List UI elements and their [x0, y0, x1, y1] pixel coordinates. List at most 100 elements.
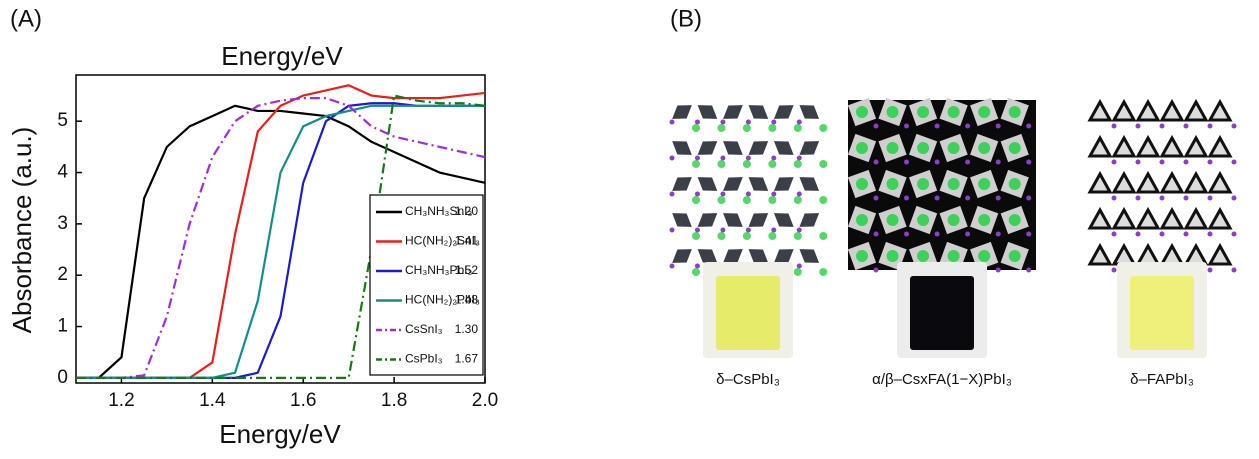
crystal-atom: [995, 267, 1001, 273]
crystal-motif: [773, 249, 794, 263]
crystal-atom: [669, 227, 675, 233]
crystal-atom: [1026, 267, 1032, 273]
crystal-atom: [1026, 231, 1032, 237]
crystal-motif: [773, 213, 794, 227]
crystal-motif: [773, 105, 794, 119]
crystal-motif: [1135, 98, 1161, 122]
crystal-motif: [799, 141, 820, 155]
crystal-atom: [1159, 231, 1165, 237]
x-tick-label: 2.0: [472, 390, 498, 411]
crystal-atom: [742, 232, 751, 240]
crystal-atom: [1231, 195, 1237, 201]
crystal-atom: [771, 191, 777, 197]
crystal-atom: [856, 178, 868, 190]
crystal-atom: [917, 142, 930, 154]
crystal-image: [1086, 98, 1238, 358]
crystal-motif: [1183, 134, 1209, 158]
crystal-atom: [692, 232, 700, 240]
crystal-atom: [819, 268, 828, 276]
crystal-atom: [904, 123, 910, 129]
crystal-atom: [995, 231, 1001, 237]
crystal-motif: [1111, 134, 1137, 158]
crystal-atom: [1111, 123, 1117, 129]
crystal-motif: [748, 105, 769, 119]
crystal-atom: [995, 195, 1001, 201]
crystal-atom: [1135, 123, 1141, 129]
crystal-atom: [1207, 159, 1213, 165]
crystal-atom: [692, 268, 700, 276]
crystal-motif: [773, 177, 794, 191]
sample-swatch: [716, 276, 780, 350]
crystal-motif: [1087, 242, 1113, 266]
legend-label: CH₃NH₃SnI₃: [405, 204, 472, 218]
legend-bandgap: 1.20: [455, 204, 479, 218]
crystal-atom: [978, 250, 991, 262]
crystal-atom: [694, 263, 700, 269]
crystal-atom: [793, 196, 802, 204]
series-line: [76, 94, 486, 379]
crystal-atom: [904, 195, 910, 201]
panel-label: (B): [670, 5, 702, 32]
crystal-motif: [799, 105, 820, 119]
crystal-atom: [720, 227, 726, 233]
crystal-atom: [819, 232, 828, 240]
x-tick-label: 1.2: [108, 390, 134, 411]
crystal-motif: [1135, 206, 1161, 230]
crystal-motif: [1159, 98, 1185, 122]
crystal-atom: [917, 178, 930, 190]
crystal-atom: [1008, 142, 1021, 154]
crystal-atom: [1008, 106, 1021, 118]
crystal-atom: [978, 178, 991, 190]
crystal-motif: [697, 105, 718, 119]
crystal-atom: [717, 232, 726, 240]
crystal-motif: [1159, 134, 1185, 158]
crystal-atom: [978, 106, 991, 118]
sample-swatch: [910, 276, 974, 350]
crystal-atom: [917, 250, 930, 262]
crystal-motif: [672, 105, 692, 119]
crystal-atom: [717, 196, 726, 204]
crystal-atom: [1231, 159, 1237, 165]
crystal-atom: [768, 196, 777, 204]
crystal-atom: [717, 160, 726, 168]
crystal-motif: [1159, 206, 1185, 230]
crystal-atom: [796, 155, 802, 161]
legend-bandgap: 1.52: [455, 263, 479, 277]
crystal-atom: [947, 178, 960, 190]
y-tick-label: 3: [57, 213, 68, 234]
x-tick-label: 1.8: [381, 390, 407, 411]
crystal-atom: [694, 191, 700, 197]
crystal-atom: [1207, 195, 1213, 201]
crystal-motif: [723, 177, 743, 191]
crystal-atom: [856, 214, 868, 226]
crystal-atom: [669, 263, 675, 269]
crystal-atom: [886, 142, 899, 154]
crystal-atom: [720, 155, 726, 161]
crystal-atom: [669, 119, 675, 125]
crystal-motif: [1111, 98, 1137, 122]
legend-bandgap: 1.30: [455, 322, 479, 336]
legend-bandgap: 1.41: [455, 234, 479, 248]
crystal-atom: [771, 227, 777, 233]
crystal-atom: [965, 195, 971, 201]
crystal-atom: [873, 195, 879, 201]
crystal-motif: [1087, 134, 1113, 158]
crystal-atom: [742, 160, 751, 168]
sample-label: δ–FAPbI₃: [1130, 371, 1194, 388]
crystal-motif: [723, 105, 743, 119]
crystal-atom: [1207, 231, 1213, 237]
crystal-atom: [995, 159, 1001, 165]
crystal-atom: [793, 268, 802, 276]
crystal-atom: [669, 191, 675, 197]
crystal-atom: [1008, 250, 1021, 262]
crystal-motif: [697, 177, 718, 191]
crystal-atom: [742, 196, 751, 204]
legend-label: CsSnI₃: [405, 322, 443, 336]
crystal-atom: [771, 155, 777, 161]
crystal-atom: [819, 196, 828, 204]
crystal-motif: [1183, 170, 1209, 194]
legend-bandgap: 1.48: [455, 293, 479, 307]
crystal-atom: [745, 119, 751, 125]
